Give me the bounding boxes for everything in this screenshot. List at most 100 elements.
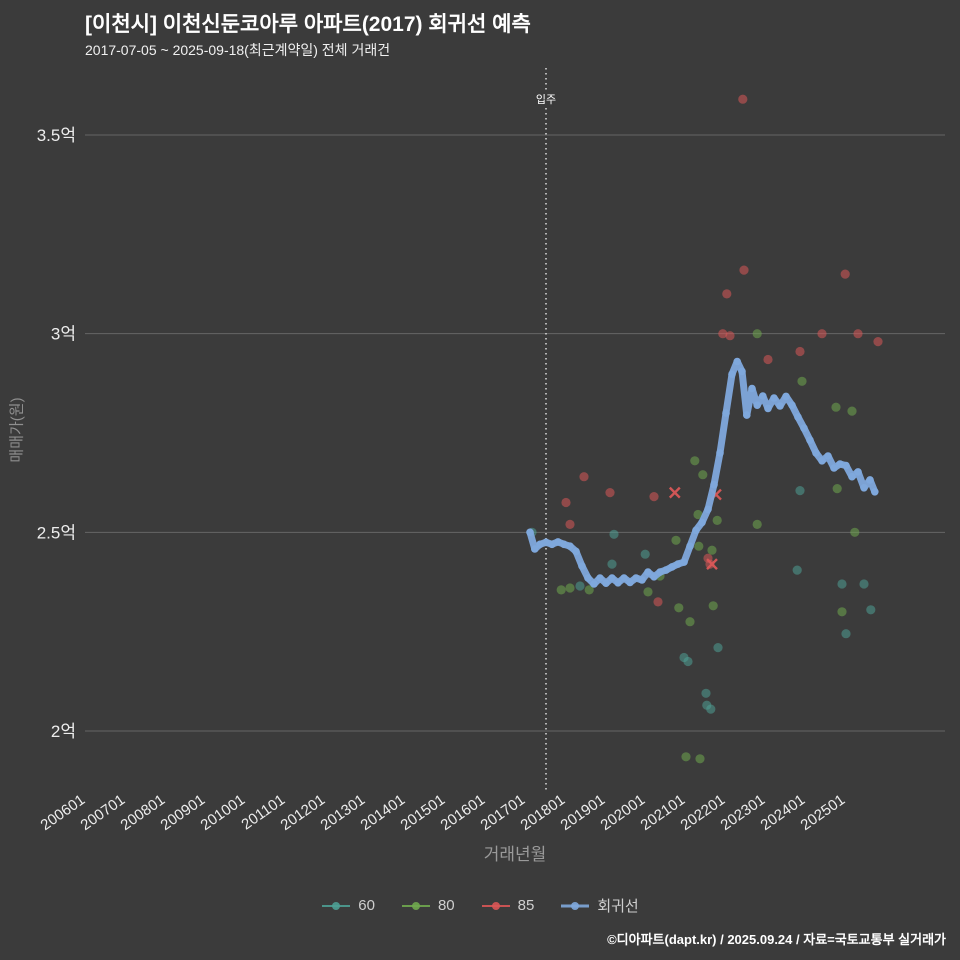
legend-item-80[interactable]: 80: [401, 897, 455, 914]
legend-item-회귀선[interactable]: 회귀선: [560, 895, 639, 916]
regression-point: [743, 411, 751, 419]
scatter-point: [832, 484, 842, 494]
scatter-point: [708, 601, 718, 611]
regression-point: [836, 460, 844, 468]
scatter-point: [683, 656, 693, 667]
regression-point: [782, 392, 790, 401]
regression-point: [728, 370, 736, 379]
regression-point: [830, 464, 838, 472]
regression-point: [686, 542, 694, 550]
regression-point: [638, 576, 646, 584]
regression-point: [614, 579, 622, 587]
regression-point: [692, 526, 700, 535]
series-60: [527, 486, 876, 714]
x-tick-label: 202201: [678, 791, 729, 834]
regression-point: [738, 367, 746, 376]
regression-point: [710, 480, 718, 489]
regression-point: [566, 542, 574, 550]
regression-point: [584, 574, 592, 582]
cancelled-deal-x-marker: [706, 558, 718, 570]
x-tick-label: 202401: [758, 791, 809, 834]
scatter-point: [718, 329, 728, 339]
x-tick-label: 201901: [558, 791, 609, 834]
regression-point: [848, 472, 856, 481]
legend-marker-60: [322, 901, 351, 910]
legend-item-60[interactable]: 60: [321, 897, 375, 914]
regression-point: [698, 518, 706, 527]
scatter-point: [722, 289, 732, 299]
scatter-point: [649, 492, 659, 502]
scatter-point: [837, 579, 847, 589]
x-tick-label: 201001: [198, 791, 249, 834]
x-tick-label: 200801: [118, 791, 169, 834]
scatter-point: [565, 583, 575, 593]
y-tick-label: 2억: [51, 722, 76, 741]
regression-point: [764, 404, 772, 413]
scatter-point: [706, 704, 716, 714]
regression-point: [590, 580, 598, 588]
regression-point: [860, 484, 868, 492]
scatter-point: [653, 597, 663, 607]
x-tick-label: 201401: [358, 791, 409, 834]
regression-point: [748, 384, 756, 393]
regression-point: [871, 488, 879, 496]
scatter-point: [840, 269, 850, 279]
legend-marker-회귀선: [561, 901, 590, 910]
scatter-point: [795, 346, 805, 357]
regression-point: [662, 566, 670, 574]
regression-point: [759, 392, 767, 400]
regression-point: [596, 574, 604, 582]
scatter-point: [713, 643, 723, 653]
scatter-point: [690, 456, 700, 466]
x-tick-label: 201801: [518, 791, 569, 834]
scatter-point: [605, 488, 615, 498]
scatter-point: [609, 529, 619, 539]
regression-point: [733, 357, 741, 366]
regression-point: [680, 558, 688, 566]
footer-credit: ©디아파트(dapt.kr) / 2025.09.24 / 자료=국토교통부 실…: [607, 932, 946, 947]
regression-point: [656, 568, 664, 576]
regression-point: [753, 401, 761, 410]
scatter-point: [841, 629, 851, 639]
scatter-point: [643, 587, 653, 597]
regression-point: [542, 538, 550, 547]
regression-point: [788, 401, 796, 410]
legend-item-85[interactable]: 85: [481, 897, 535, 914]
scatter-point: [556, 585, 566, 595]
chart-svg: 3.5억 3억 2.5억 2억 2006012007012008012009012010…: [37, 68, 945, 834]
scatter-point: [837, 607, 847, 617]
scatter-point: [694, 541, 704, 551]
scatter-point: [739, 265, 749, 275]
x-tick-label: 202001: [598, 791, 649, 834]
scatter-point: [795, 486, 805, 496]
regression-point: [800, 424, 808, 433]
legend-label: 85: [517, 897, 535, 914]
x-tick-label: 201701: [478, 791, 529, 834]
page-subtitle: 2017-07-05 ~ 2025-09-18(최근계약일) 전체 거래건: [85, 42, 391, 58]
regression-point: [770, 394, 778, 402]
regression-point: [560, 540, 568, 549]
regression-point: [554, 538, 562, 546]
regression-point: [572, 547, 580, 556]
regression-point: [854, 468, 862, 476]
scatter-point: [752, 519, 762, 530]
scatter-point: [579, 472, 589, 482]
page-title: [이천시] 이천신둔코아루 아파트(2017) 회귀선 예측: [85, 13, 531, 36]
x-tick-label: 201601: [438, 791, 489, 834]
scatter-point: [674, 603, 684, 613]
scatter-point: [738, 94, 748, 104]
regression-point: [824, 452, 832, 460]
regression-point: [531, 545, 539, 553]
scatter-point: [693, 509, 703, 520]
scatter-point: [681, 752, 691, 762]
scatter-point: [575, 581, 585, 591]
x-tick-label: 201501: [398, 791, 449, 834]
regression-point: [722, 409, 730, 417]
x-tick-label: 202501: [798, 791, 849, 834]
regression-point: [674, 560, 682, 568]
scatter-point: [817, 329, 827, 339]
scatter-point: [859, 579, 869, 589]
x-tick-label: 201101: [238, 791, 288, 833]
scatter-point: [847, 406, 857, 416]
scatter-point: [792, 565, 802, 575]
